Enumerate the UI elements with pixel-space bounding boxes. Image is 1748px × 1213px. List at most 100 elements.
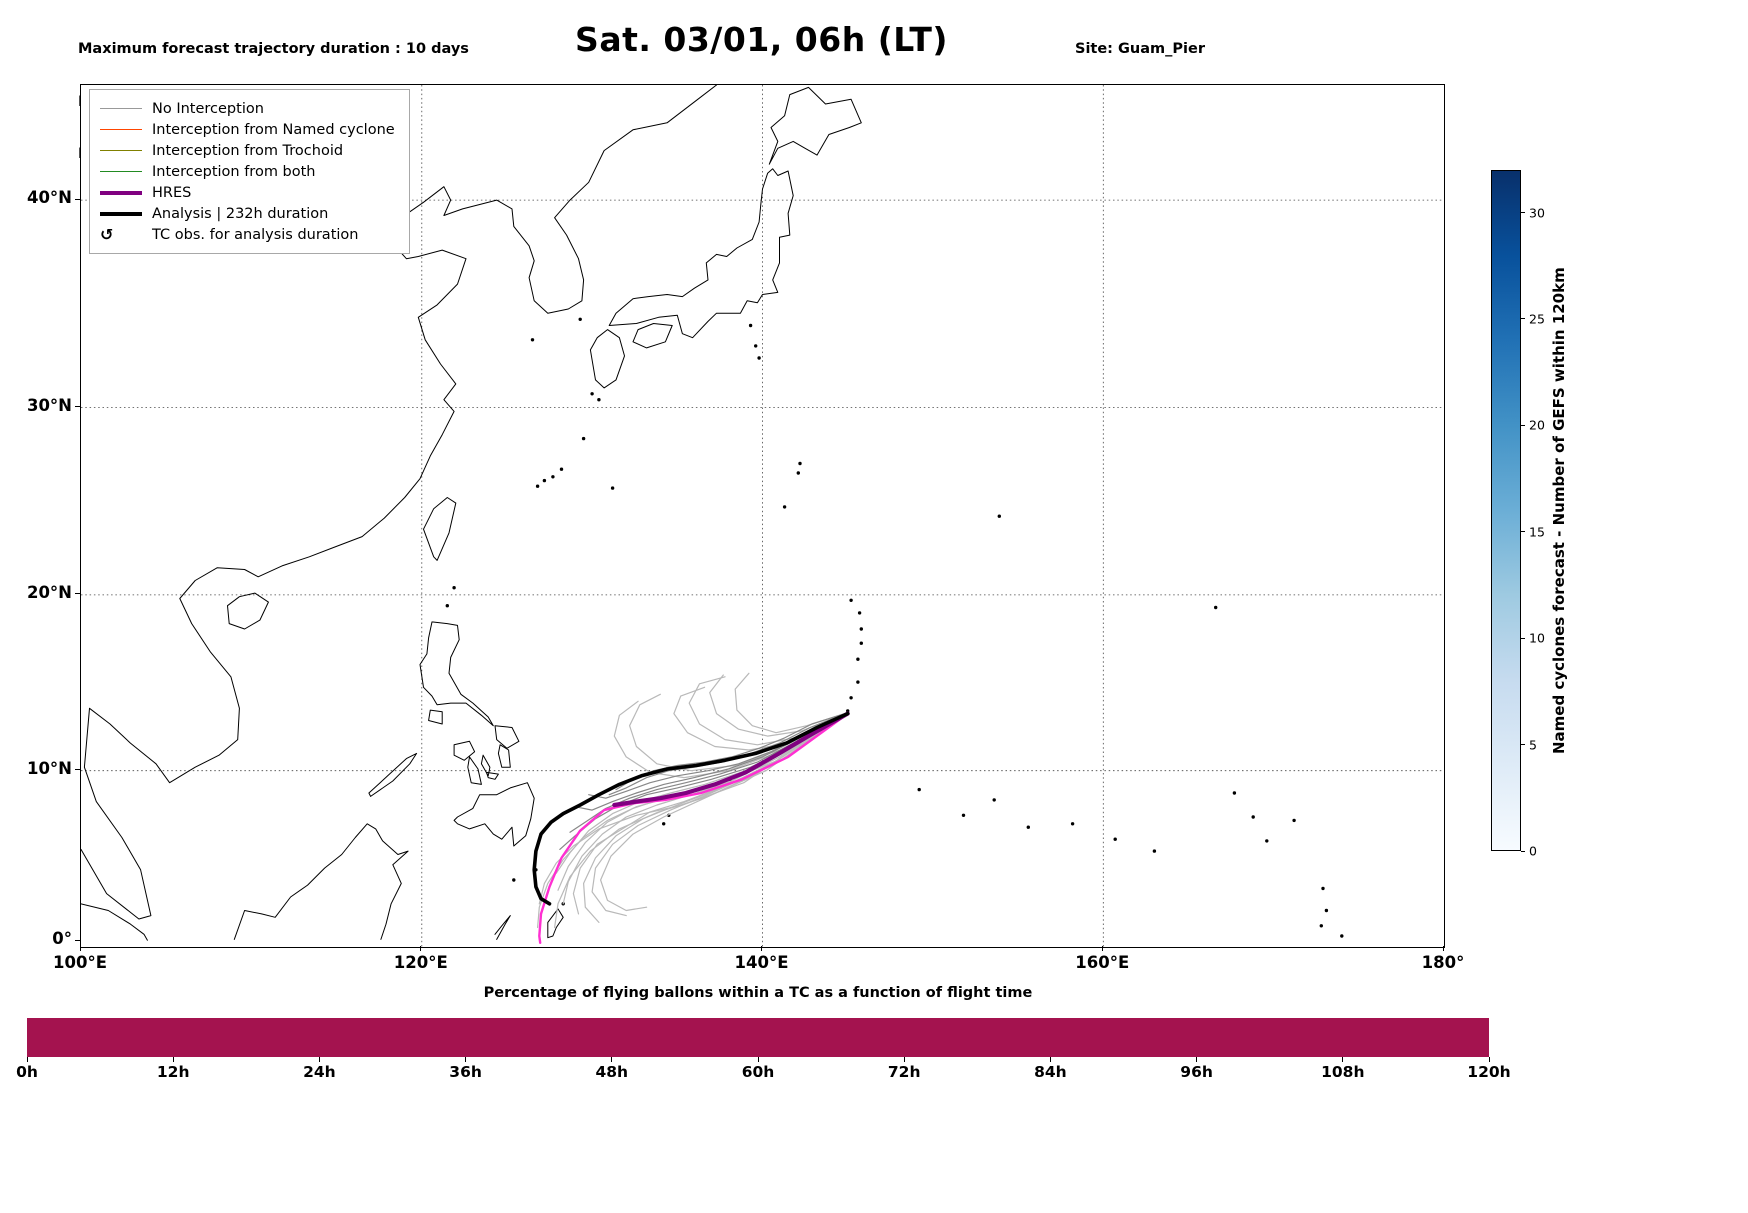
legend-sample: ↺: [100, 225, 142, 244]
x-tickmark: [1101, 946, 1103, 951]
legend-item: Interception from Named cyclone: [100, 119, 395, 140]
legend-item: No Interception: [100, 98, 395, 119]
island-dot: [1340, 934, 1344, 938]
strip-tick-label: 60h: [741, 1063, 775, 1081]
colorbar-tick-label: 5: [1529, 737, 1537, 753]
coastline: [608, 168, 794, 339]
legend-label: Interception from Named cyclone: [152, 121, 395, 138]
strip-tick-label: 36h: [449, 1063, 482, 1081]
y-tickmark: [75, 198, 80, 200]
ensemble-trajectory: [574, 712, 849, 811]
colorbar-tickmark: [1521, 531, 1525, 533]
island-dot: [662, 822, 666, 826]
ensemble-trajectory: [673, 686, 849, 751]
legend-item: ↺ TC obs. for analysis duration: [100, 224, 395, 245]
island-dot: [748, 323, 753, 328]
island-dot: [1214, 605, 1218, 610]
ensemble-trajectory: [591, 712, 849, 917]
y-tick-label: 0°: [52, 929, 72, 949]
ensemble-trajectory: [583, 712, 849, 923]
coastline: [547, 908, 564, 939]
island-dot: [1113, 837, 1117, 841]
island-dot: [1026, 825, 1030, 829]
strip-tickmark: [903, 1057, 905, 1062]
x-tickmark: [420, 946, 422, 951]
strip-tickmark: [465, 1057, 467, 1062]
island-dot: [857, 611, 862, 615]
legend-sample: [100, 170, 142, 173]
y-tickmark: [75, 406, 80, 408]
island-dot: [856, 680, 860, 684]
island-dot: [997, 514, 1001, 518]
coastline: [589, 329, 625, 389]
ensemble-trajectory: [600, 712, 849, 912]
legend-item: Interception from Trochoid: [100, 140, 395, 161]
trajectory-hres: [612, 711, 850, 808]
x-tickmark: [79, 946, 81, 951]
island-dot: [535, 484, 540, 488]
legend-label: No Interception: [152, 100, 264, 117]
strip-tickmark: [611, 1057, 613, 1062]
island-dot: [512, 878, 516, 882]
legend-label: Analysis | 232h duration: [152, 205, 329, 222]
trajectory-map: [81, 85, 1444, 947]
coastline: [423, 497, 457, 561]
colorbar-tick-label: 30: [1529, 205, 1545, 221]
ensemble-trajectory: [734, 672, 849, 734]
strip-tickmark: [318, 1057, 320, 1062]
legend-sample: [100, 211, 142, 216]
island-dot: [849, 696, 853, 700]
y-tick-label: 30°N: [26, 395, 72, 415]
colorbar: [1491, 170, 1521, 851]
strip-tick-label: 120h: [1467, 1063, 1511, 1081]
y-tickmark: [75, 769, 80, 771]
legend-label: HRES: [152, 184, 192, 201]
legend-sample: [100, 128, 142, 131]
colorbar-tick-label: 15: [1529, 524, 1545, 540]
island-dot: [1070, 822, 1075, 826]
colorbar-tickmark: [1521, 318, 1525, 320]
legend-item: Interception from both: [100, 161, 395, 182]
island-dot: [559, 467, 564, 471]
y-tickmark: [75, 939, 80, 941]
colorbar-tickmark: [1521, 424, 1525, 426]
coastline: [494, 915, 511, 940]
x-tick-label: 140°E: [734, 953, 789, 972]
x-tickmark: [1442, 946, 1444, 951]
island-dot: [551, 475, 555, 479]
island-dot: [1319, 924, 1324, 928]
island-dot: [754, 344, 758, 348]
colorbar-tick-label: 20: [1529, 417, 1545, 433]
strip-tick-label: 24h: [303, 1063, 336, 1081]
site-text: Site: Guam_Pier: [1075, 41, 1205, 57]
legend-line-sample: [100, 211, 142, 216]
island-dot: [796, 471, 800, 475]
trajectory-hres-magenta-segment-: [538, 712, 849, 944]
map-legend: No Interception Interception from Named c…: [89, 89, 410, 254]
figure-title: Sat. 03/01, 06h (LT): [575, 20, 948, 59]
island-dot: [1324, 908, 1329, 913]
island-dot: [1251, 815, 1255, 819]
x-tick-label: 100°E: [53, 953, 107, 972]
colorbar-tick-label: 0: [1529, 843, 1537, 859]
map-plot-area: No Interception Interception from Named c…: [80, 84, 1445, 948]
strip-tick-label: 108h: [1321, 1063, 1365, 1081]
island-dot: [542, 478, 547, 483]
coastline: [494, 725, 520, 749]
tc-obs-symbol: ↺: [100, 225, 114, 244]
island-dot: [530, 338, 535, 342]
coastline: [632, 323, 673, 349]
island-dot: [859, 641, 863, 645]
island-dot: [581, 436, 586, 441]
legend-line-sample: [100, 107, 142, 110]
colorbar-tickmark: [1521, 637, 1525, 639]
y-tick-label: 20°N: [26, 582, 72, 602]
legend-item: HRES: [100, 182, 395, 203]
ensemble-trajectory: [569, 712, 849, 833]
strip-tick-label: 96h: [1180, 1063, 1213, 1081]
island-dot: [578, 317, 582, 321]
coastline: [81, 85, 717, 920]
max-duration-text: Maximum forecast trajectory duration : 1…: [78, 41, 469, 57]
legend-line-sample: [100, 128, 142, 131]
